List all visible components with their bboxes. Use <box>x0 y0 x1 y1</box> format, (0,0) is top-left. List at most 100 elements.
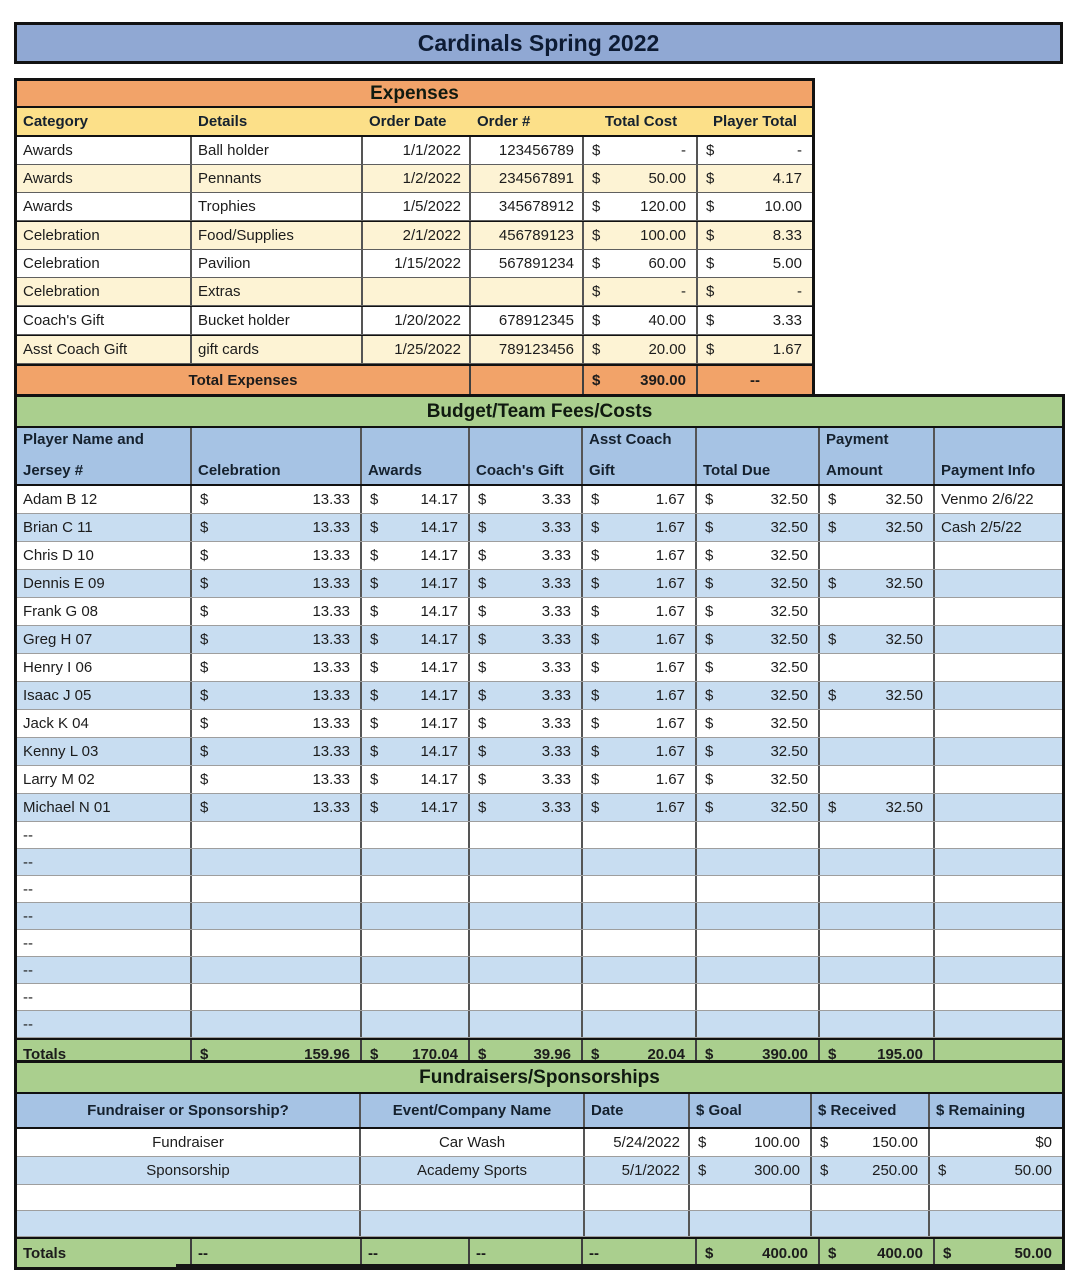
currency-symbol: $ <box>828 687 837 704</box>
expenses-total-row: Total Expenses $390.00 -- <box>17 364 812 394</box>
currency-symbol: $ <box>370 715 379 732</box>
currency-symbol: $ <box>478 715 487 732</box>
totals-dash: -- <box>583 1239 697 1267</box>
asst-gift-fee: $1.67 <box>583 710 697 737</box>
awards-fee: $14.17 <box>362 570 470 597</box>
currency-symbol: $ <box>828 575 837 592</box>
asst-gift-fee: $1.67 <box>583 738 697 765</box>
asst-gift-fee: $1.67 <box>583 682 697 709</box>
budget-header-row: Player Name and Jersey # Celebration Awar… <box>17 428 1062 486</box>
header-celebration: Celebration <box>192 428 362 484</box>
asst-gift-fee: $1.67 <box>583 486 697 513</box>
header-player-total: Player Total <box>713 113 797 130</box>
player-name: Kenny L 03 <box>17 738 192 765</box>
payment-amount <box>820 654 935 681</box>
payment-info <box>935 570 1062 597</box>
currency-symbol: $ <box>705 1045 714 1063</box>
payment-amount <box>820 542 935 569</box>
expense-category: Awards <box>17 193 192 220</box>
awards-fee: $14.17 <box>362 626 470 653</box>
currency-symbol: $ <box>478 491 487 508</box>
player-row: Jack K 04 $13.33 $14.17 $3.33 $1.67 $32.… <box>17 710 1062 738</box>
empty-player-row: -- <box>17 822 1062 849</box>
payment-info <box>935 542 1062 569</box>
currency-symbol: $ <box>820 1134 829 1151</box>
header-date: Date <box>585 1094 690 1127</box>
empty-cell <box>812 1185 930 1210</box>
currency-symbol: $ <box>592 170 601 187</box>
empty-cell <box>697 876 820 902</box>
currency-symbol: $ <box>706 283 715 300</box>
coachs-gift-fee: $3.33 <box>470 598 583 625</box>
celebration-fee: $13.33 <box>192 682 362 709</box>
empty-cell <box>820 1011 935 1037</box>
expense-row: Awards Trophies 1/5/2022 345678912 $120.… <box>17 193 812 221</box>
currency-symbol: $ <box>705 687 714 704</box>
coachs-gift-fee: $3.33 <box>470 738 583 765</box>
fundraiser-received: $250.00 <box>812 1157 930 1184</box>
header-order-date: Order Date <box>369 113 447 130</box>
empty-cell <box>362 903 470 929</box>
totals-total-due: $390.00 <box>697 1040 820 1068</box>
empty-cell <box>17 1185 361 1210</box>
coachs-gift-fee: $3.33 <box>470 626 583 653</box>
currency-symbol: $ <box>705 519 714 536</box>
expense-order-date: 1/1/2022 <box>363 137 471 164</box>
empty-cell <box>935 984 1062 1010</box>
empty-cell <box>470 876 583 902</box>
currency-symbol: $ <box>828 519 837 536</box>
expense-row: Asst Coach Gift gift cards 1/25/2022 789… <box>17 335 812 364</box>
empty-name-cell: -- <box>17 903 192 929</box>
currency-symbol: $ <box>592 198 601 215</box>
empty-cell <box>690 1185 812 1210</box>
empty-cell <box>820 849 935 875</box>
celebration-fee: $13.33 <box>192 570 362 597</box>
coachs-gift-fee: $3.33 <box>470 486 583 513</box>
empty-cell <box>362 822 470 848</box>
currency-symbol: $ <box>591 687 600 704</box>
empty-cell <box>470 903 583 929</box>
header-fundraiser-type: Fundraiser or Sponsorship? <box>17 1094 361 1127</box>
empty-player-row: -- <box>17 957 1062 984</box>
expense-order-number: 123456789 <box>471 137 584 164</box>
header-event-name: Event/Company Name <box>361 1094 585 1127</box>
empty-cell <box>361 1211 585 1236</box>
empty-cell <box>192 957 362 983</box>
totals-dash: -- <box>192 1239 362 1267</box>
awards-fee: $14.17 <box>362 794 470 821</box>
empty-cell <box>470 1011 583 1037</box>
expense-order-date: 2/1/2022 <box>363 222 471 249</box>
currency-symbol: $ <box>370 547 379 564</box>
empty-cell <box>362 849 470 875</box>
fundraiser-row: Fundraiser Car Wash 5/24/2022 $100.00 $1… <box>17 1129 1062 1157</box>
player-row: Isaac J 05 $13.33 $14.17 $3.33 $1.67 $32… <box>17 682 1062 710</box>
currency-symbol: $ <box>370 603 379 620</box>
payment-info <box>935 682 1062 709</box>
currency-symbol: $ <box>591 771 600 788</box>
player-name: Brian C 11 <box>17 514 192 541</box>
currency-symbol: $ <box>592 255 601 272</box>
currency-symbol: $ <box>370 687 379 704</box>
currency-symbol: $ <box>706 142 715 159</box>
coachs-gift-fee: $3.33 <box>470 570 583 597</box>
expense-details: Pavilion <box>192 250 363 277</box>
awards-fee: $14.17 <box>362 598 470 625</box>
empty-name-cell: -- <box>17 822 192 848</box>
player-name: Dennis E 09 <box>17 570 192 597</box>
empty-cell <box>935 957 1062 983</box>
fundraiser-type: Sponsorship <box>17 1157 361 1184</box>
expense-total-cost: $60.00 <box>584 250 698 277</box>
currency-symbol: $ <box>200 687 209 704</box>
asst-gift-fee: $1.67 <box>583 542 697 569</box>
awards-fee: $14.17 <box>362 682 470 709</box>
currency-symbol: $ <box>828 491 837 508</box>
empty-cell <box>585 1185 690 1210</box>
empty-cell <box>820 903 935 929</box>
currency-symbol: $ <box>828 1244 837 1262</box>
empty-cell <box>470 930 583 956</box>
currency-symbol: $ <box>591 491 600 508</box>
expense-category: Celebration <box>17 278 192 305</box>
empty-cell <box>583 1011 697 1037</box>
awards-fee: $14.17 <box>362 486 470 513</box>
player-row: Larry M 02 $13.33 $14.17 $3.33 $1.67 $32… <box>17 766 1062 794</box>
